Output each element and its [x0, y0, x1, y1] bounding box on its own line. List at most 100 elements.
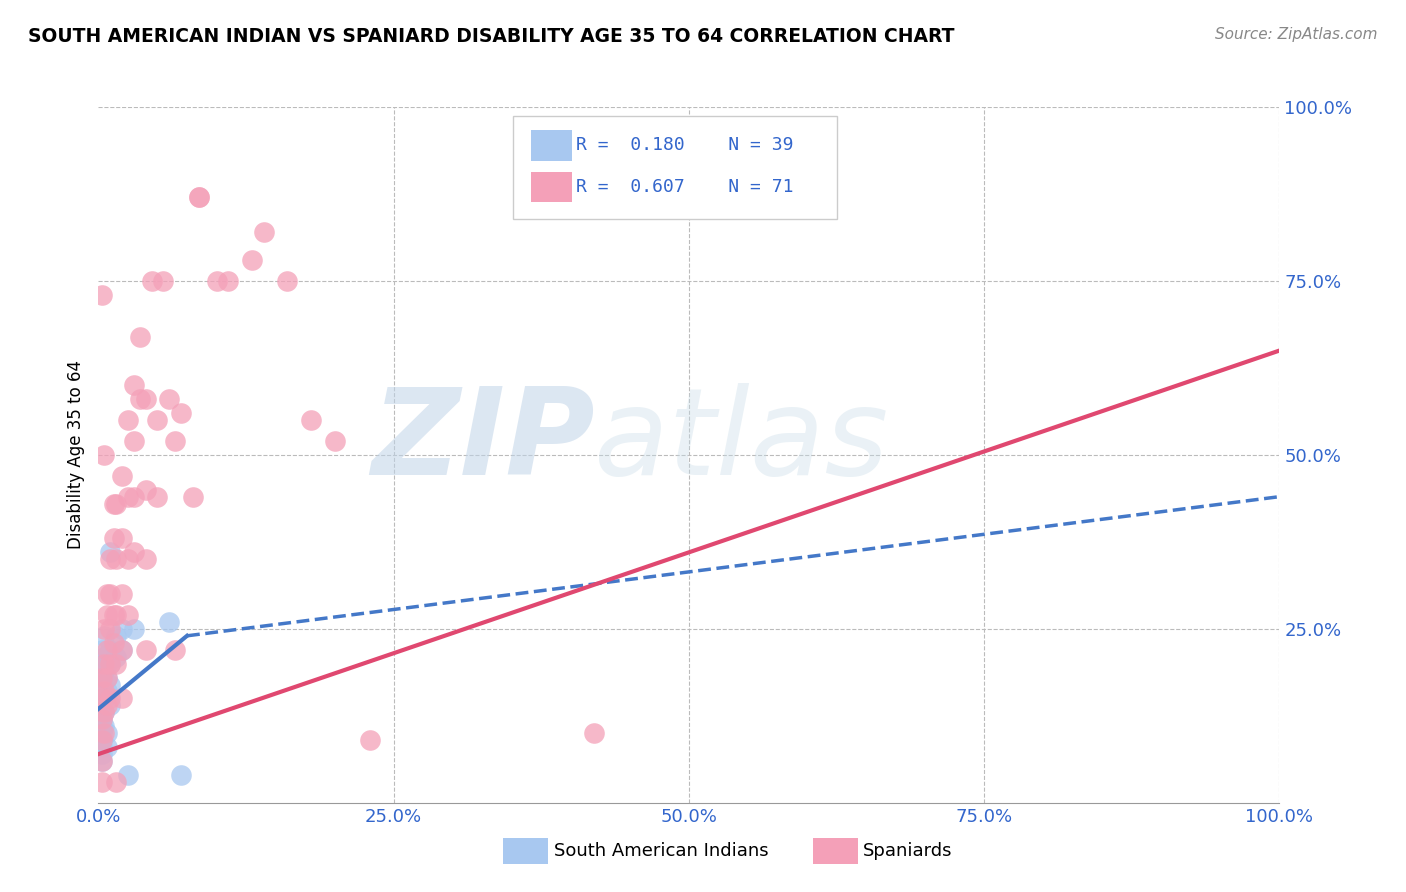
Point	[105, 552, 128, 566]
Point	[91, 698, 114, 713]
Point	[105, 775, 128, 789]
Point	[122, 545, 145, 559]
Point	[135, 392, 157, 407]
Point	[93, 726, 115, 740]
Point	[122, 378, 145, 392]
Text: atlas: atlas	[595, 383, 890, 500]
Point	[105, 497, 128, 511]
Point	[117, 768, 139, 782]
Point	[98, 698, 121, 713]
Point	[323, 434, 346, 448]
Point	[583, 726, 606, 740]
Point	[98, 545, 121, 559]
Point	[96, 740, 118, 755]
Point	[299, 413, 322, 427]
Point	[111, 532, 134, 546]
Point	[98, 622, 121, 636]
Point	[93, 719, 115, 733]
Point	[98, 552, 121, 566]
Point	[91, 691, 114, 706]
Point	[105, 649, 128, 664]
Point	[98, 657, 121, 671]
Point	[111, 468, 134, 483]
Point	[111, 622, 134, 636]
Point	[91, 740, 114, 755]
Point	[91, 657, 114, 671]
Point	[205, 274, 228, 288]
Point	[91, 706, 114, 720]
Point	[91, 733, 114, 747]
Text: R =  0.180    N = 39: R = 0.180 N = 39	[576, 136, 794, 154]
Point	[91, 671, 114, 685]
Point	[96, 726, 118, 740]
Point	[93, 706, 115, 720]
Point	[93, 649, 115, 664]
Point	[276, 274, 298, 288]
Point	[181, 490, 204, 504]
Point	[91, 775, 114, 789]
Point	[103, 636, 125, 650]
Point	[93, 448, 115, 462]
Point	[117, 552, 139, 566]
Point	[111, 642, 134, 657]
Point	[170, 406, 193, 420]
Point	[187, 190, 209, 204]
Point	[96, 607, 118, 622]
Point	[141, 274, 163, 288]
Point	[146, 413, 169, 427]
Text: Spaniards: Spaniards	[863, 842, 953, 860]
Point	[135, 642, 157, 657]
Point	[91, 288, 114, 302]
Point	[122, 490, 145, 504]
Point	[93, 684, 115, 698]
Point	[91, 733, 114, 747]
Point	[96, 684, 118, 698]
Point	[359, 733, 381, 747]
Point	[98, 587, 121, 601]
Point	[96, 642, 118, 657]
Point	[98, 642, 121, 657]
Point	[240, 253, 263, 268]
Point	[157, 615, 180, 629]
Point	[93, 691, 115, 706]
Point	[93, 622, 115, 636]
Point	[117, 607, 139, 622]
Point	[170, 768, 193, 782]
Point	[117, 490, 139, 504]
Point	[91, 719, 114, 733]
Point	[117, 413, 139, 427]
Point	[135, 552, 157, 566]
Point	[111, 691, 134, 706]
Text: South American Indians: South American Indians	[554, 842, 769, 860]
Point	[165, 434, 187, 448]
Point	[122, 622, 145, 636]
Point	[96, 657, 118, 671]
Text: R =  0.607    N = 71: R = 0.607 N = 71	[576, 178, 794, 196]
Point	[253, 225, 276, 239]
Point	[128, 392, 150, 407]
Text: SOUTH AMERICAN INDIAN VS SPANIARD DISABILITY AGE 35 TO 64 CORRELATION CHART: SOUTH AMERICAN INDIAN VS SPANIARD DISABI…	[28, 27, 955, 45]
Point	[96, 587, 118, 601]
Point	[105, 629, 128, 643]
Text: Source: ZipAtlas.com: Source: ZipAtlas.com	[1215, 27, 1378, 42]
Point	[91, 671, 114, 685]
Point	[91, 726, 114, 740]
Point	[105, 607, 128, 622]
Point	[165, 642, 187, 657]
Point	[91, 712, 114, 726]
Point	[96, 698, 118, 713]
Point	[135, 483, 157, 497]
Point	[111, 642, 134, 657]
Point	[217, 274, 239, 288]
Point	[105, 657, 128, 671]
Text: ZIP: ZIP	[371, 383, 595, 500]
Point	[91, 684, 114, 698]
Point	[91, 712, 114, 726]
Point	[91, 691, 114, 706]
Point	[98, 657, 121, 671]
Point	[98, 691, 121, 706]
Point	[93, 664, 115, 678]
Point	[111, 587, 134, 601]
Y-axis label: Disability Age 35 to 64: Disability Age 35 to 64	[66, 360, 84, 549]
Point	[128, 329, 150, 343]
